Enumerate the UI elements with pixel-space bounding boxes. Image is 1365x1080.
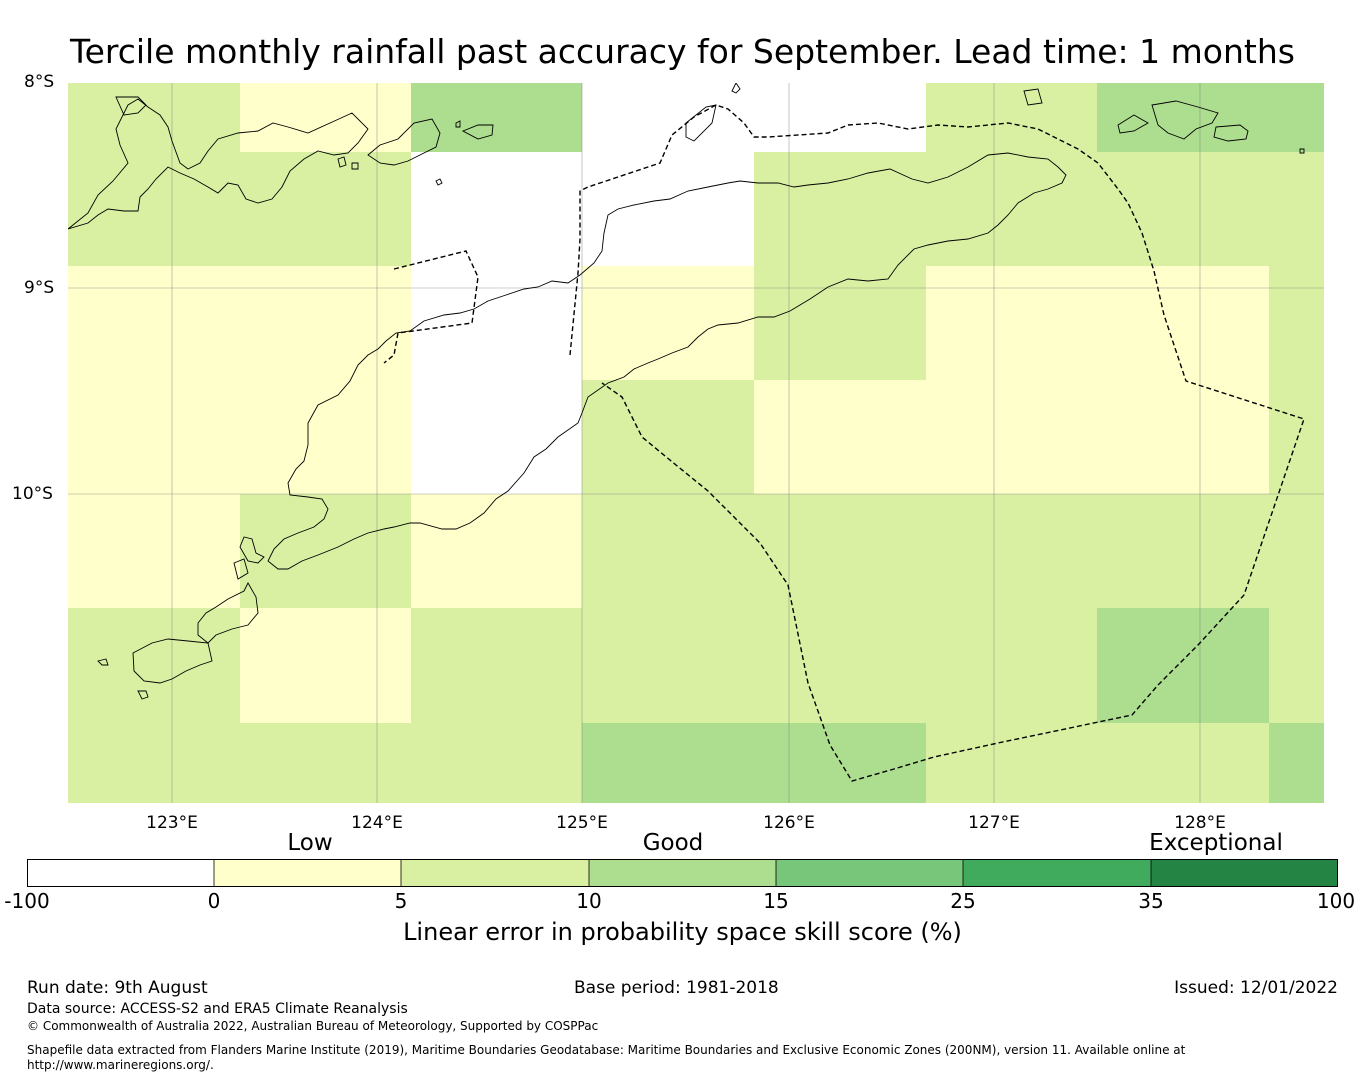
grid-cell (240, 83, 411, 152)
base-period: Base period: 1981-2018 (574, 978, 779, 998)
colorbar-segment (963, 859, 1151, 887)
colorbar-tick: 5 (394, 889, 408, 913)
grid-cell (1097, 608, 1269, 723)
colorbar-tick: -100 (4, 889, 50, 913)
skill-grid (68, 83, 1324, 803)
grid-cell (411, 494, 582, 608)
grid-cell (1269, 723, 1324, 803)
shapefile-url: http://www.marineregions.org/. (27, 1058, 214, 1072)
category-good: Good (642, 830, 704, 856)
lat-label-8s: 8°S (24, 72, 55, 92)
grid-cell (240, 608, 411, 723)
lon-label-127e: 127°E (968, 813, 1020, 833)
grid-cell (240, 494, 411, 608)
category-exceptional: Exceptional (1149, 830, 1283, 856)
page-title: Tercile monthly rainfall past accuracy f… (70, 32, 1295, 71)
grid-cell (926, 83, 1097, 152)
grid-cell (68, 608, 240, 723)
colorbar-segment (214, 859, 401, 887)
colorbar-label: Linear error in probability space skill … (403, 918, 962, 946)
category-low: Low (287, 830, 333, 856)
grid-cell (68, 266, 411, 380)
run-date: Run date: 9th August (27, 978, 208, 998)
colorbar-tick: 25 (950, 889, 976, 913)
data-source: Data source: ACCESS-S2 and ERA5 Climate … (27, 1001, 408, 1017)
coastlines (68, 83, 1305, 700)
shapefile-credit: Shapefile data extracted from Flanders M… (27, 1043, 1186, 1057)
grid-cell (582, 266, 754, 380)
grid-cell (926, 723, 1269, 803)
grid-cell (411, 380, 582, 494)
grid-cell (68, 723, 582, 803)
colorbar-tick: 100 (1316, 889, 1356, 913)
colorbar-segment (1151, 859, 1338, 887)
grid-cell (582, 83, 926, 152)
copyright: © Commonwealth of Australia 2022, Austra… (27, 1019, 599, 1033)
grid-cell (68, 83, 240, 152)
grid-cell (582, 723, 926, 803)
colorbar-tick: 0 (207, 889, 221, 913)
colorbar (27, 859, 1338, 887)
colorbar-segment (401, 859, 589, 887)
colorbar-tick: 15 (763, 889, 789, 913)
lon-label-124e: 124°E (351, 813, 403, 833)
grid-cell (411, 83, 582, 152)
grid-cell (1269, 266, 1324, 380)
lat-label-10s: 10°S (12, 484, 53, 504)
colorbar-tick: 35 (1138, 889, 1164, 913)
grid-cell (411, 608, 1097, 723)
grid-cell (68, 380, 411, 494)
grid-cell (1097, 83, 1324, 152)
issued-date: Issued: 12/01/2022 (1174, 978, 1338, 998)
lat-label-9s: 9°S (24, 278, 55, 298)
lon-label-126e: 126°E (763, 813, 815, 833)
grid-cell (1269, 608, 1324, 723)
grid-cell (411, 152, 754, 266)
lon-label-128e: 128°E (1174, 813, 1226, 833)
colorbar-segment (27, 859, 214, 887)
grid-cell (68, 152, 411, 266)
grid-cell (754, 266, 926, 380)
grid-cell (926, 266, 1269, 380)
grid-cell (754, 152, 1324, 266)
grid-cell (582, 380, 754, 494)
lon-label-123e: 123°E (146, 813, 198, 833)
rainfall-skill-map (68, 83, 1324, 803)
colorbar-tick: 10 (576, 889, 602, 913)
colorbar-segment (589, 859, 776, 887)
eez-boundaries (383, 104, 1305, 782)
graticule (68, 83, 1324, 803)
colorbar-segment (776, 859, 963, 887)
grid-cell (1269, 380, 1324, 494)
grid-cell (582, 494, 1324, 608)
grid-cell (754, 380, 1269, 494)
grid-cell (68, 494, 240, 608)
grid-cell (411, 266, 582, 380)
lon-label-125e: 125°E (556, 813, 608, 833)
